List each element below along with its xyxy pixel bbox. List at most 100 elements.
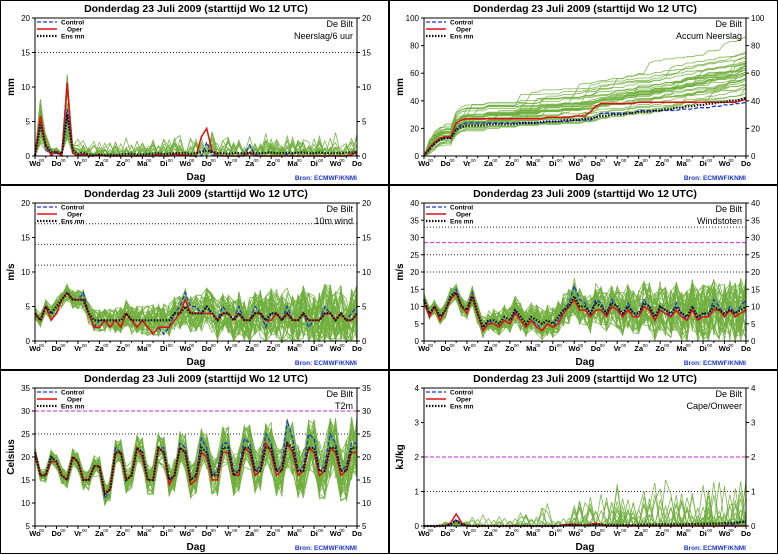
y-tick-label: 5	[26, 522, 31, 531]
x-hour-marker: 00	[471, 158, 477, 163]
y-tick-label-right: 30	[751, 234, 760, 243]
y-tick-label: 0	[415, 337, 420, 346]
x-hour-marker: 00	[340, 158, 346, 163]
x-tick-label: Za	[634, 159, 644, 168]
x-hour-marker: 00	[168, 343, 174, 348]
x-tick-label: Ma	[526, 159, 537, 168]
legend-label-control: Control	[61, 205, 84, 212]
x-hour-marker: 00	[211, 158, 217, 163]
x-tick-label: Za	[95, 344, 105, 353]
x-axis-label: Dag	[576, 357, 595, 368]
x-tick-label: Do	[440, 344, 450, 353]
x-hour-marker: 00	[232, 528, 238, 533]
y-tick-label-right: 20	[362, 199, 371, 208]
x-tick-label: Wo	[719, 529, 731, 538]
x-hour-marker: 00	[428, 158, 434, 163]
x-hour-marker: 00	[254, 528, 260, 533]
y-tick-label: 0	[415, 152, 420, 161]
x-tick-label: Zo	[267, 529, 277, 538]
x-hour-marker: 00	[340, 528, 346, 533]
x-tick-label: Vr	[224, 159, 232, 168]
x-hour-marker: 00	[535, 528, 541, 533]
station-label: De Bilt	[326, 19, 353, 29]
x-tick-label: Za	[245, 344, 255, 353]
series-ensmn	[424, 519, 747, 528]
ensemble-member-line	[423, 279, 747, 342]
x-hour-marker: 00	[39, 528, 45, 533]
x-tick-label: Zo	[656, 529, 666, 538]
chart-title: Donderdag 23 Juli 2009 (starttijd Wo 12 …	[84, 188, 308, 200]
x-tick-label: Za	[484, 159, 494, 168]
y-tick-label: 0	[26, 152, 31, 161]
x-hour-marker: 00	[514, 343, 520, 348]
panel-border	[0, 0, 389, 185]
x-tick-label: Wo	[29, 529, 41, 538]
y-tick-label: 60	[410, 69, 419, 78]
x-tick-label: Do	[202, 529, 212, 538]
x-tick-label: Di	[549, 159, 557, 168]
x-tick-label: Vr	[613, 159, 621, 168]
x-tick-label: Di	[160, 529, 168, 538]
x-hour-marker: 00	[103, 528, 109, 533]
x-hour-marker: 00	[103, 343, 109, 348]
chart-subtitle: T2m	[335, 401, 353, 411]
x-hour-marker: 00	[428, 528, 434, 533]
x-hour-marker: 00	[514, 158, 520, 163]
ensemble-members	[34, 74, 358, 158]
x-tick-label: Di	[160, 344, 168, 353]
chart-cape: Donderdag 23 Juli 2009 (starttijd Wo 12 …	[389, 370, 778, 554]
legend-label-oper: Oper	[67, 212, 83, 219]
x-hour-marker: 00	[557, 158, 563, 163]
y-tick-label: 3	[415, 419, 420, 428]
x-hour-marker: 00	[492, 528, 498, 533]
y-tick-label-right: 3	[751, 419, 756, 428]
x-tick-label: Wo	[418, 344, 430, 353]
y-tick-label-right: 20	[362, 14, 371, 23]
x-axis-label: Dag	[187, 357, 206, 368]
x-tick-label: Za	[634, 529, 644, 538]
y-axis-label: mm	[395, 78, 406, 96]
x-hour-marker: 00	[729, 343, 735, 348]
ensemble-member-line	[34, 284, 358, 343]
x-tick-label: Do	[591, 529, 601, 538]
y-tick-label: 15	[21, 476, 30, 485]
ensemble-member-line	[423, 53, 747, 157]
x-hour-marker: 00	[146, 158, 152, 163]
legend-label-oper: Oper	[67, 397, 83, 404]
x-tick-label: Ma	[676, 529, 687, 538]
y-tick-label-right: 40	[751, 199, 760, 208]
legend-label-oper: Oper	[67, 27, 83, 34]
chart-subtitle: Neerslag/6 uur	[294, 31, 353, 41]
y-tick-label-right: 20	[751, 124, 760, 133]
x-hour-marker: 00	[60, 158, 66, 163]
x-tick-label: Zo	[656, 344, 666, 353]
x-tick-label: Do	[440, 159, 450, 168]
x-tick-label: Vr	[613, 529, 621, 538]
y-tick-label-right: 4	[751, 384, 756, 393]
x-tick-label: Za	[484, 344, 494, 353]
x-tick-label: Ma	[287, 344, 298, 353]
x-tick-label: Di	[549, 344, 557, 353]
x-hour-marker: 00	[514, 528, 520, 533]
y-tick-label: 10	[21, 268, 30, 277]
y-tick-label: 10	[21, 83, 30, 92]
y-tick-label: 4	[415, 384, 420, 393]
series-control	[423, 283, 747, 333]
legend-label-ensmn: Ens mn	[450, 219, 474, 226]
x-tick-label: Vr	[224, 344, 232, 353]
x-tick-label: Do	[741, 344, 751, 353]
y-tick-label-right: 15	[362, 234, 371, 243]
x-hour-marker: 00	[275, 343, 281, 348]
x-tick-label: Zo	[116, 344, 126, 353]
x-tick-label: Do	[591, 159, 601, 168]
y-tick-label: 100	[406, 14, 420, 23]
chart-title: Donderdag 23 Juli 2009 (starttijd Wo 12 …	[473, 373, 697, 385]
y-tick-label: 5	[415, 320, 420, 329]
x-hour-marker: 00	[189, 343, 195, 348]
ensemble-member-line	[34, 284, 358, 342]
series-ensmn	[422, 291, 747, 330]
x-tick-label: Do	[51, 529, 61, 538]
legend-label-control: Control	[61, 20, 84, 27]
x-tick-label: Vr	[463, 344, 471, 353]
y-tick-label-right: 0	[362, 152, 367, 161]
